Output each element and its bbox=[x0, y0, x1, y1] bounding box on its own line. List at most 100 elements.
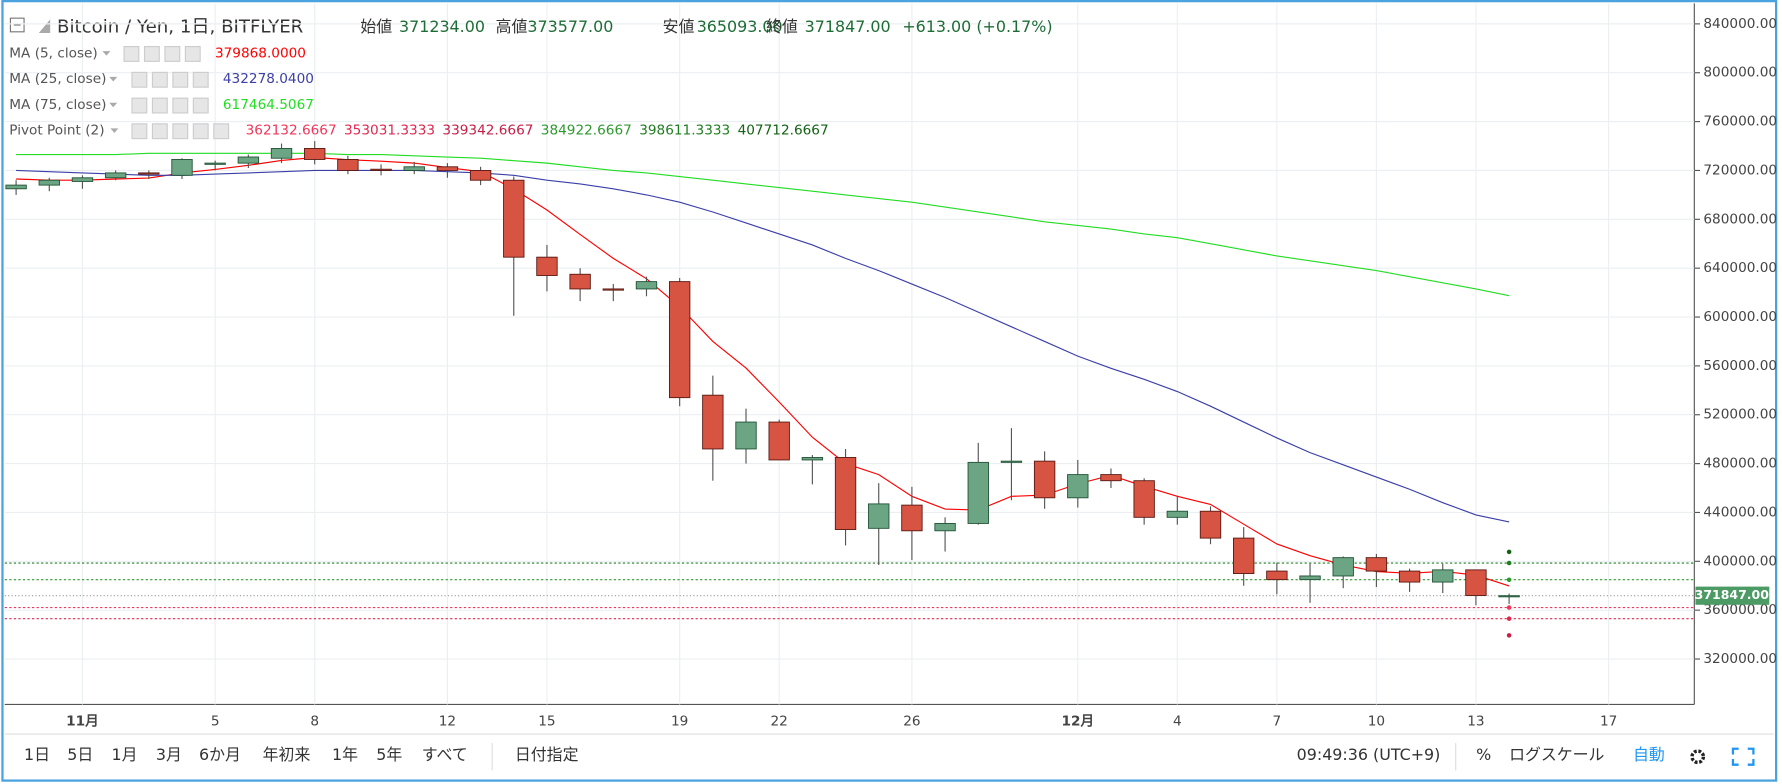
symbol[interactable]: Bitcoin / Yen, 1日, BITFLYER bbox=[57, 16, 304, 37]
indicator-value: 617464.5067 bbox=[223, 97, 314, 113]
indicator-name[interactable]: MA (5, close) bbox=[9, 45, 97, 61]
indicator-value: 379868.0000 bbox=[215, 45, 306, 61]
symbol-icon bbox=[38, 19, 51, 33]
x-tick-label: 19 bbox=[671, 714, 688, 730]
indicator-button[interactable] bbox=[172, 97, 189, 114]
x-tick-label: 17 bbox=[1600, 714, 1617, 730]
pivot-dot bbox=[1506, 605, 1512, 610]
candle-body bbox=[337, 159, 359, 171]
log-button[interactable]: ログスケール bbox=[1509, 745, 1604, 764]
pivot-dot bbox=[1506, 549, 1512, 555]
candle-body bbox=[403, 166, 425, 171]
candle-body bbox=[1266, 570, 1288, 581]
candle-body bbox=[934, 522, 956, 532]
candle-body bbox=[602, 288, 624, 291]
percent-button[interactable]: % bbox=[1476, 745, 1491, 764]
indicator-button[interactable] bbox=[213, 123, 230, 140]
x-tick-label: 26 bbox=[903, 714, 920, 730]
candle-body bbox=[304, 148, 326, 160]
candle-body bbox=[436, 166, 459, 171]
candle-body bbox=[204, 162, 226, 165]
fullscreen-button[interactable] bbox=[1731, 747, 1755, 766]
change: +613.00 (+0.17%) bbox=[902, 17, 1052, 36]
indicator-button[interactable] bbox=[172, 71, 189, 88]
indicator-button[interactable] bbox=[151, 71, 168, 88]
candle-body bbox=[1299, 575, 1321, 581]
y-tick-label: 320000.00 bbox=[1703, 651, 1777, 667]
candle-body bbox=[735, 421, 757, 450]
candle-body bbox=[5, 184, 27, 190]
ma-line bbox=[16, 152, 1510, 297]
candle-body bbox=[1332, 557, 1354, 577]
candle-body bbox=[1398, 570, 1421, 583]
pivot-dot bbox=[1506, 577, 1512, 583]
candle-body bbox=[967, 461, 989, 524]
indicator-button[interactable] bbox=[151, 123, 168, 140]
range-button[interactable]: すべて bbox=[422, 745, 468, 764]
range-button[interactable]: 5日 bbox=[67, 745, 93, 764]
range-button[interactable]: 1日 bbox=[24, 745, 50, 764]
candle-body bbox=[1166, 510, 1189, 518]
range-button[interactable]: 1年 bbox=[332, 745, 358, 764]
indicator-name[interactable]: MA (25, close) bbox=[9, 71, 106, 87]
y-tick-label: 720000.00 bbox=[1703, 162, 1777, 178]
x-tick-label: 8 bbox=[310, 714, 319, 730]
indicator-button[interactable] bbox=[131, 123, 148, 140]
candle-body bbox=[1365, 557, 1388, 572]
range-button[interactable]: 年初来 bbox=[263, 745, 311, 764]
candle-body bbox=[469, 169, 492, 181]
y-tick-label: 680000.00 bbox=[1703, 211, 1777, 227]
date-button[interactable]: 日付指定 bbox=[515, 745, 579, 764]
pivot-dot bbox=[1506, 560, 1512, 566]
x-tick-label: 4 bbox=[1173, 714, 1182, 730]
range-button[interactable]: 6か月 bbox=[199, 745, 241, 764]
candle-body bbox=[1100, 474, 1122, 482]
x-tick-label: 7 bbox=[1273, 714, 1282, 730]
y-tick-label: 840000.00 bbox=[1703, 16, 1777, 32]
indicator-button[interactable] bbox=[164, 46, 181, 62]
indicator-button[interactable] bbox=[192, 71, 209, 88]
indicator-button[interactable] bbox=[143, 46, 160, 62]
y-tick-label: 800000.00 bbox=[1703, 65, 1777, 81]
pivot-value: 339342.6667 bbox=[442, 123, 533, 139]
pivot-value: 384922.6667 bbox=[541, 123, 632, 139]
indicator-name[interactable]: Pivot Point (2) bbox=[9, 123, 104, 139]
ohlc-label: 安値 bbox=[663, 17, 695, 36]
ohlc-value: 371234.00 bbox=[399, 17, 485, 36]
indicator-button[interactable] bbox=[184, 46, 201, 62]
y-tick-label: 480000.00 bbox=[1703, 456, 1777, 472]
indicator-button[interactable] bbox=[172, 123, 189, 140]
indicator-button[interactable] bbox=[123, 46, 140, 62]
candle-body bbox=[702, 394, 724, 450]
indicator-button[interactable] bbox=[131, 71, 148, 88]
range-button[interactable]: 5年 bbox=[376, 745, 402, 764]
indicator-button[interactable] bbox=[192, 97, 209, 114]
indicator-name[interactable]: MA (75, close) bbox=[9, 97, 106, 113]
dropdown-arrow bbox=[110, 128, 119, 133]
candle-body bbox=[569, 273, 591, 290]
pivot-value: 362132.6667 bbox=[246, 123, 337, 139]
candle-body bbox=[1000, 460, 1023, 463]
dropdown-arrow bbox=[109, 76, 118, 82]
settings-button[interactable] bbox=[1690, 749, 1706, 765]
range-button[interactable]: 1月 bbox=[112, 745, 138, 764]
x-tick-label: 11月 bbox=[66, 714, 99, 730]
candle-body bbox=[834, 457, 857, 531]
collapse-icon[interactable] bbox=[9, 17, 25, 33]
x-tick-label: 10 bbox=[1368, 714, 1385, 730]
ma-line bbox=[16, 156, 1510, 587]
pivot-value: 407712.6667 bbox=[738, 123, 829, 139]
auto-button[interactable]: 自動 bbox=[1633, 745, 1665, 764]
x-tick-label: 13 bbox=[1467, 714, 1484, 730]
pivot-value: 353031.3333 bbox=[344, 123, 435, 139]
indicator-button[interactable] bbox=[151, 97, 168, 114]
ma-line bbox=[16, 169, 1510, 523]
y-tick-label: 400000.00 bbox=[1703, 553, 1777, 569]
y-tick-label: 640000.00 bbox=[1703, 260, 1777, 276]
indicator-button[interactable] bbox=[192, 123, 209, 140]
range-button[interactable]: 3月 bbox=[156, 745, 182, 764]
ohlc-value: 365093.00 bbox=[697, 17, 783, 36]
indicator-button[interactable] bbox=[131, 97, 148, 114]
